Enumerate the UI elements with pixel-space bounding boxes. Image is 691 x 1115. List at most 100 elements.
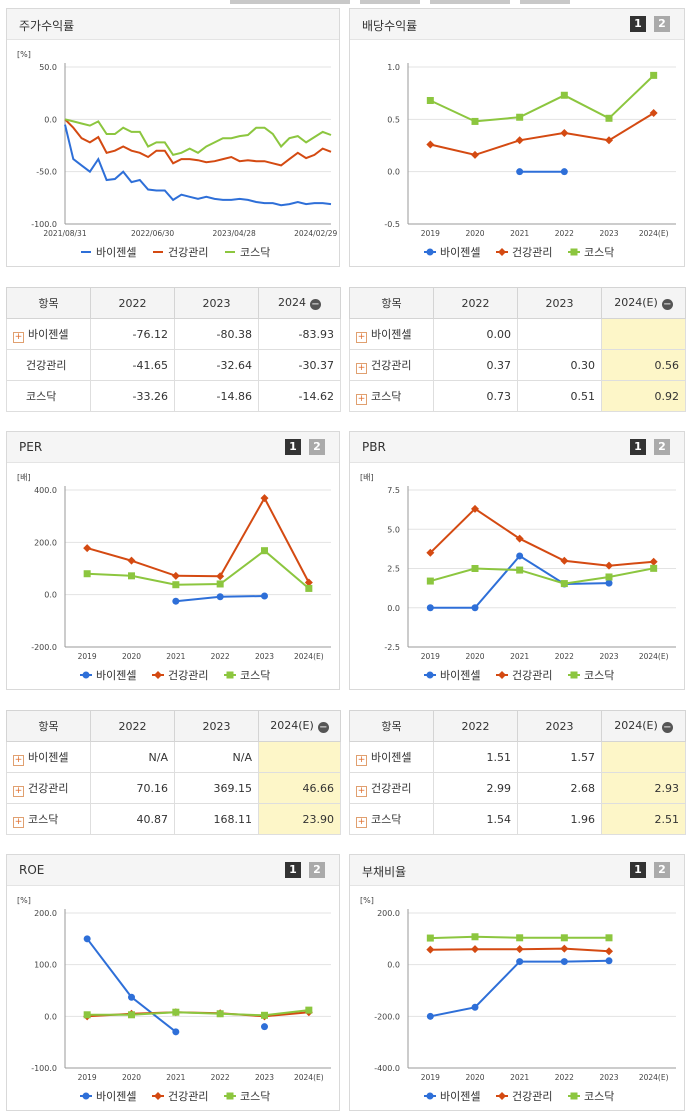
data-point [515, 534, 524, 543]
expand-icon[interactable]: + [356, 393, 367, 405]
data-point [516, 958, 524, 966]
panel-title: PBR [362, 440, 386, 454]
collapse-icon[interactable]: − [310, 299, 321, 310]
value-cell: 2.99 [433, 772, 518, 804]
expand-icon[interactable]: + [13, 816, 24, 828]
value-cell: 1.51 [433, 741, 518, 773]
view-1-button[interactable]: 1 [285, 862, 301, 878]
y-tick-label: 0.0 [44, 115, 57, 124]
value-cell: N/A [174, 741, 259, 773]
x-tick-label: 2024(E) [294, 1073, 324, 1082]
legend-label: 건강관리 [512, 246, 552, 259]
data-point [560, 128, 569, 137]
data-point [216, 1010, 224, 1018]
x-tick-label: 2021 [510, 229, 529, 238]
value-cell: 23.90 [258, 803, 341, 835]
y-tick-label: 7.5 [387, 486, 400, 495]
table-row: + 건강관리 2.99 2.68 2.93 [349, 772, 686, 804]
expand-icon[interactable]: + [356, 331, 367, 343]
expand-icon[interactable]: + [13, 785, 24, 797]
y-tick-label: 0.0 [387, 604, 400, 613]
table-row: + 건강관리 70.16 369.15 46.66 [6, 772, 341, 804]
unit-label: [%] [360, 896, 374, 905]
x-tick-label: 2022 [555, 229, 574, 238]
data-point [216, 580, 224, 588]
expand-icon[interactable]: + [356, 362, 367, 374]
per-table: 항목 2022 2023 2024(E) − + 바이젠셀 N/A N/A + 건강관리 70.16 3… [6, 710, 341, 835]
data-point [261, 592, 268, 600]
expand-icon[interactable]: + [356, 816, 367, 828]
data-point [605, 957, 613, 965]
expand-icon[interactable]: + [356, 785, 367, 797]
y-tick-label: 1.0 [387, 63, 400, 72]
view-2-button[interactable]: 2 [654, 862, 670, 878]
legend-label: 바이젠셀 [96, 246, 136, 259]
expand-icon[interactable]: + [356, 754, 367, 766]
data-point [172, 1028, 180, 1036]
row-label-cell: + 바이젠셀 [6, 318, 91, 350]
legend-label: 바이젠셀 [440, 669, 480, 682]
data-point [605, 579, 613, 587]
y-tick-label: -200.0 [31, 643, 57, 652]
y-tick-label: -2.5 [384, 643, 400, 652]
x-tick-label: 2019 [421, 229, 440, 238]
x-tick-label: 2024(E) [639, 1073, 669, 1082]
legend-swatch [426, 1092, 434, 1100]
column-header-label: 2022 [461, 296, 490, 310]
view-2-button[interactable]: 2 [654, 439, 670, 455]
collapse-icon[interactable]: − [661, 722, 673, 733]
x-tick-label: 2023 [255, 1073, 274, 1082]
collapse-icon[interactable]: − [661, 299, 673, 310]
data-point [426, 577, 434, 585]
data-point [260, 494, 269, 503]
value-cell: 2.51 [601, 803, 686, 835]
legend-label: 코스닥 [584, 1090, 614, 1103]
view-1-button[interactable]: 1 [285, 439, 301, 455]
legend-label: 건강관리 [512, 669, 552, 682]
column-header-label: 2024(E) [614, 296, 658, 309]
table-row: + 바이젠셀 0.00 [349, 318, 686, 350]
legend-swatch [82, 671, 90, 679]
legend-label: 코스닥 [240, 246, 270, 259]
value-cell: -76.12 [90, 318, 175, 350]
column-header-label: 항목 [381, 297, 402, 310]
data-point [605, 947, 613, 956]
data-point [426, 945, 435, 954]
view-2-button[interactable]: 2 [309, 439, 325, 455]
data-point [127, 556, 136, 565]
panel-header: ROE 1 2 [7, 855, 339, 886]
view-1-button[interactable]: 1 [630, 16, 646, 32]
y-tick-label: 0.0 [387, 961, 400, 970]
table-row: + 코스닥 1.54 1.96 2.51 [349, 803, 686, 835]
table-header-row: 항목 2022 2023 2024(E) − [6, 710, 341, 742]
debt-ratio-panel: 부채비율 1 2 [%] 200.0 0.0 -200.0 -400.0 2019 2020… [349, 854, 685, 1111]
legend-label: 바이젠셀 [96, 1090, 136, 1103]
expand-icon[interactable]: + [13, 754, 24, 766]
table-row: + 바이젠셀 N/A N/A [6, 741, 341, 773]
column-header-label: 2023 [202, 296, 231, 310]
legend-swatch [226, 671, 234, 679]
collapse-icon[interactable]: − [317, 722, 329, 733]
view-2-button[interactable]: 2 [654, 16, 670, 32]
view-1-button[interactable]: 1 [630, 439, 646, 455]
x-tick-label: 2021 [166, 652, 185, 661]
pbr-panel: PBR 1 2 [배] 7.5 5.0 2.5 0.0 -2.5 2019 2020 2021 2… [349, 431, 685, 690]
table-row: 건강관리 -41.65 -32.64 -30.37 [6, 349, 341, 381]
table-row: 코스닥 -33.26 -14.86 -14.62 [6, 380, 341, 412]
series-line-바이젠셀 [430, 959, 610, 1018]
y-tick-label: -0.5 [384, 220, 400, 229]
view-2-button[interactable]: 2 [309, 862, 325, 878]
legend-label: 건강관리 [512, 1090, 552, 1103]
column-header-label: 2022 [461, 719, 490, 733]
data-point [128, 572, 135, 580]
data-point [261, 1011, 268, 1019]
value-cell [517, 318, 602, 350]
value-cell: 1.57 [517, 741, 602, 773]
data-point [560, 944, 569, 953]
panel-header: 배당수익률 1 2 [350, 9, 684, 40]
row-label: 코스닥 [26, 390, 57, 403]
row-label: 코스닥 [371, 389, 402, 403]
expand-icon[interactable]: + [13, 331, 24, 343]
view-1-button[interactable]: 1 [630, 862, 646, 878]
